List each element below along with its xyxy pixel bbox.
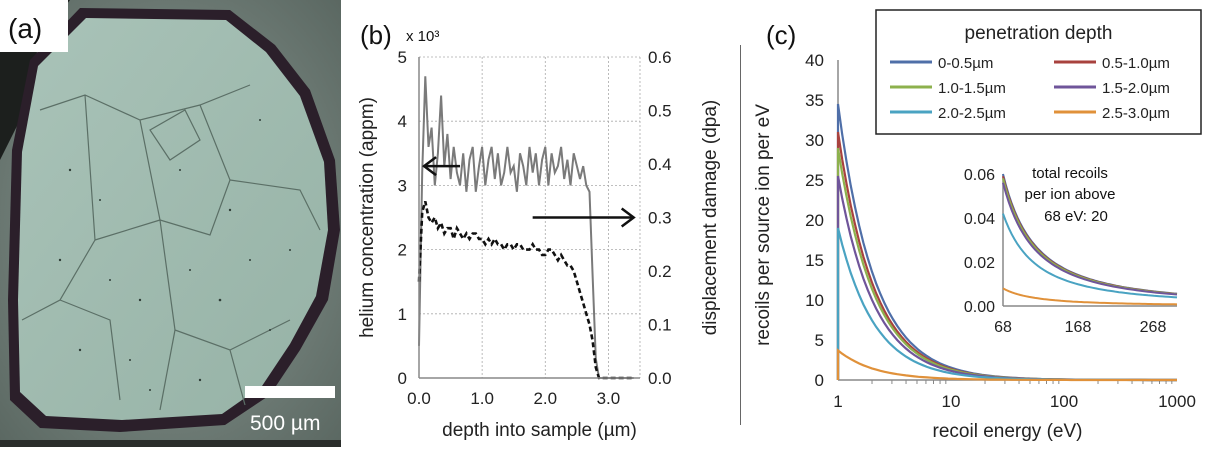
inset-text-2: per ion above (1025, 186, 1116, 203)
inset-y-tick-label: 0.06 (964, 167, 995, 184)
legend-title: penetration depth (965, 23, 1113, 44)
b-y2-tick-label: 0.5 (648, 102, 672, 121)
inset-y-tick-label: 0.02 (964, 255, 995, 272)
inset-y-tick-label: 0.00 (964, 299, 995, 316)
recoil-spectrum-panel: 0 5 10 15 20 25 30 35 40 1 10 100 1000 recoil energy … (739, 0, 1206, 447)
recoil-spectrum-chart: 0 5 10 15 20 25 30 35 40 1 10 100 1000 recoil energy … (739, 9, 1202, 442)
depth-profile-panel: 0 1 2 3 4 5 0.0 0.1 0.2 0.3 0.4 0.5 0.6 0.0 1.0 2.0 3.0 d… (350, 0, 745, 447)
surface-pits (58, 119, 291, 391)
c-x-tick-label: 100 (1050, 392, 1078, 411)
legend-entry-label: 2.0-2.5µm (938, 105, 1006, 122)
b-y-tick-label: 4 (398, 112, 407, 131)
depth-profile-chart: 0 1 2 3 4 5 0.0 0.1 0.2 0.3 0.4 0.5 0.6 0.0 1.0 2.0 3.0 d… (357, 20, 721, 441)
recoil-legend: penetration depth 0-0.5µm 0.5-1.0µm 1.0-1.5… (875, 9, 1202, 135)
recoil-line-0-0.5µm (836, 103, 1177, 382)
micrograph-panel: (a) 500 µm (0, 0, 341, 447)
inset-text-1: total recoils (1032, 165, 1108, 182)
b-x-tick-label: 2.0 (533, 389, 557, 408)
c-y-tick-label: 35 (805, 91, 824, 110)
b-x-tick-label: 0.0 (407, 389, 431, 408)
c-y-tick-label: 15 (805, 251, 824, 270)
b-x-tick-label: 3.0 (597, 389, 621, 408)
c-x-tick-label: 1 (833, 392, 842, 411)
legend-entry-label: 0.5-1.0µm (1102, 55, 1170, 72)
b-arrow-left-head (421, 156, 437, 177)
panel-c-label: (c) (766, 20, 796, 50)
inset-y-tick-label: 0.04 (964, 211, 995, 228)
legend-entry-label: 2.5-3.0µm (1102, 105, 1170, 122)
sample-surface (18, 18, 328, 420)
panel-a-label-box (0, 0, 68, 52)
recoil-line-2.5-3.0µm (836, 348, 1177, 382)
b-x-axis-title: depth into sample (µm) (442, 420, 637, 441)
c-y-tick-label: 40 (805, 51, 824, 70)
b-y2-axis-title: displacement damage (dpa) (700, 100, 721, 336)
legend-entry-label: 0-0.5µm (938, 55, 993, 72)
inset-text-3: 68 eV: 20 (1044, 208, 1108, 225)
recoil-inset: 0.00 0.02 0.04 0.06 68 168 268 (964, 167, 1178, 336)
micrograph-image: (a) 500 µm (0, 0, 341, 447)
recoil-line-1.0-1.5µm (836, 147, 1177, 382)
c-x-axis-title: recoil energy (eV) (933, 421, 1083, 442)
b-y-tick-label: 2 (398, 241, 407, 260)
inset-line-1.5-2.0µm (1002, 182, 1178, 296)
panel-a-label: (a) (8, 13, 42, 44)
c-x-tick-label: 1000 (1158, 392, 1196, 411)
inset-x-tick-label: 68 (994, 319, 1012, 336)
c-y-tick-label: 25 (805, 171, 824, 190)
scale-bar (245, 386, 335, 398)
b-y2-tick-label: 0.0 (648, 369, 672, 388)
b-y-axis-title: helium concentration (appm) (357, 97, 378, 338)
b-x-tick-label: 1.0 (470, 389, 494, 408)
inset-x-tick-label: 168 (1065, 319, 1092, 336)
c-y-tick-label: 5 (815, 331, 824, 350)
b-y2-tick-label: 0.4 (648, 155, 672, 174)
b-arrow-right-head (620, 207, 636, 228)
b-y-tick-label: 1 (398, 305, 407, 324)
panel-b-label: (b) (360, 20, 392, 50)
c-y-tick-label: 20 (805, 211, 824, 230)
b-y2-tick-label: 0.2 (648, 262, 672, 281)
b-y-tick-label: 3 (398, 176, 407, 195)
recoil-axes: 0 5 10 15 20 25 30 35 40 1 10 100 1000 recoil energy … (753, 51, 1196, 442)
recoil-line-1.5-2.0µm (836, 175, 1177, 382)
c-y-tick-label: 0 (815, 371, 824, 390)
b-y2-tick-label: 0.1 (648, 316, 672, 335)
c-y-tick-label: 10 (805, 291, 824, 310)
displacement-damage-line (417, 201, 634, 380)
inset-line-2.0-2.5µm (1002, 213, 1178, 299)
inset-line-2.5-3.0µm (1002, 287, 1178, 306)
depth-profile-series (417, 76, 636, 380)
grain-boundaries (21, 84, 321, 411)
scale-bar-label: 500 µm (250, 412, 320, 435)
c-y-tick-label: 30 (805, 131, 824, 150)
helium-concentration-line (418, 76, 634, 379)
b-y2-tick-label: 0.6 (648, 48, 672, 67)
legend-entry-label: 1.5-2.0µm (1102, 80, 1170, 97)
b-y2-tick-label: 0.3 (648, 209, 672, 228)
c-y-axis-title: recoils per source ion per eV (753, 104, 774, 346)
depth-profile-axes: 0 1 2 3 4 5 0.0 0.1 0.2 0.3 0.4 0.5 0.6 0.0 1.0 2.0 3.0 d… (357, 48, 721, 441)
b-y-tick-label: 5 (398, 48, 407, 67)
panel-b-multiplier: x 10³ (406, 28, 439, 45)
recoil-series (836, 103, 1177, 382)
inset-x-tick-label: 268 (1140, 319, 1167, 336)
legend-entry-label: 1.0-1.5µm (938, 80, 1006, 97)
b-y-tick-label: 0 (398, 369, 407, 388)
c-x-tick-label: 10 (942, 392, 961, 411)
